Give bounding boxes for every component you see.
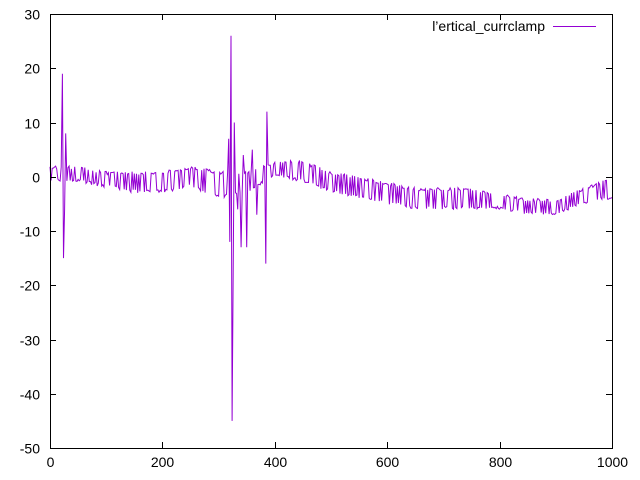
y-tick-label: -10: [20, 224, 40, 240]
legend-label: l’ertical_currclamp: [432, 18, 545, 34]
x-tick-label: 0: [47, 454, 55, 470]
x-tick-label: 1000: [597, 454, 628, 470]
x-tick-label: 400: [264, 454, 288, 470]
y-tick-label: -40: [20, 387, 40, 403]
plot-area: [49, 35, 613, 421]
y-tick-label: 0: [32, 170, 40, 186]
legend: l’ertical_currclamp: [432, 18, 596, 34]
y-tick-label: 20: [24, 61, 40, 77]
y-tick-label: 30: [24, 7, 40, 23]
plot-border: [50, 14, 613, 449]
x-tick-label: 200: [151, 454, 175, 470]
x-tick-label: 600: [376, 454, 400, 470]
y-axis: -50 -40 -30 -20 -10 0 10 20 30: [20, 7, 612, 457]
x-tick-label: 800: [489, 454, 513, 470]
x-axis: 0 200 400 600 800 1000: [47, 14, 628, 470]
series-line: [49, 35, 613, 421]
y-tick-label: -20: [20, 278, 40, 294]
y-tick-label: 10: [24, 116, 40, 132]
y-tick-label: -50: [20, 441, 40, 457]
y-tick-label: -30: [20, 333, 40, 349]
